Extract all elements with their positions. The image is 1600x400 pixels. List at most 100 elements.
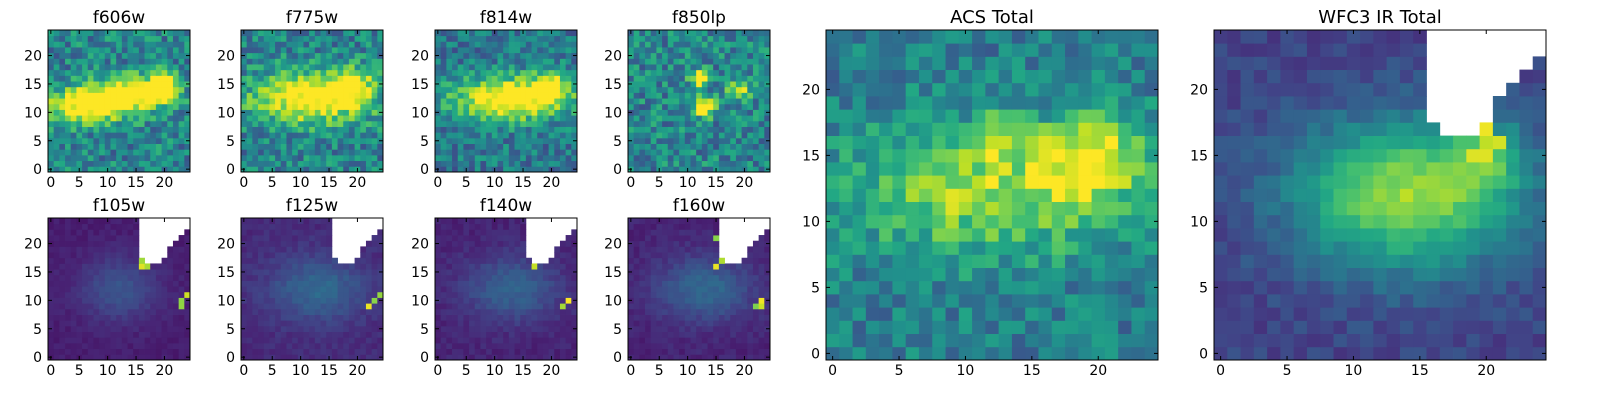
heatmap-cell [76, 120, 83, 127]
heatmap-cell [764, 320, 771, 327]
heatmap-cell [707, 143, 714, 150]
heatmap-cell [360, 126, 367, 133]
heatmap-cell [752, 166, 760, 173]
heatmap-cell [486, 41, 493, 48]
heatmap-cell [707, 320, 714, 327]
heatmap-cell [520, 81, 527, 88]
heatmap-cell [59, 109, 66, 116]
heatmap-cell [554, 132, 561, 139]
heatmap-cell [491, 235, 498, 242]
heatmap-cell [309, 286, 316, 293]
heatmap-cell [486, 274, 493, 281]
heatmap-cell [354, 103, 361, 110]
heatmap-cell [542, 109, 549, 116]
heatmap-cell [303, 240, 310, 247]
heatmap-cell [167, 320, 174, 327]
heatmap-cell [662, 69, 669, 76]
heatmap-cell [59, 103, 66, 110]
heatmap-cell [446, 149, 453, 156]
heatmap-cell [138, 115, 145, 122]
heatmap-cell [469, 246, 476, 253]
heatmap-cell [525, 274, 532, 281]
heatmap-cell [508, 286, 515, 293]
heatmap-cell [656, 325, 663, 332]
heatmap-cell [480, 143, 487, 150]
heatmap-cell [275, 86, 282, 93]
heatmap-cell [469, 297, 476, 304]
heatmap-cell [758, 132, 765, 139]
heatmap-cell [104, 126, 111, 133]
heatmap-cell [565, 269, 572, 276]
heatmap-cell [724, 354, 731, 361]
heatmap-cell [752, 337, 760, 344]
heatmap-cell [99, 149, 106, 156]
heatmap-cell [150, 325, 157, 332]
heatmap-cell [480, 257, 487, 264]
heatmap-cell [656, 331, 663, 338]
heatmap-cell [724, 297, 731, 304]
heatmap-cell [314, 337, 321, 344]
heatmap-cell [650, 303, 657, 310]
heatmap-cell [514, 75, 521, 82]
heatmap-cell [354, 115, 361, 122]
heatmap-cell [673, 240, 680, 247]
heatmap-cell [735, 103, 742, 110]
panel-title: f775w [286, 8, 338, 28]
heatmap-cell [690, 342, 697, 350]
heatmap-cell [82, 274, 89, 281]
heatmap-cell [537, 166, 544, 173]
heatmap-cell [286, 86, 293, 93]
heatmap-cell [639, 109, 646, 116]
heatmap-cell [246, 280, 253, 287]
heatmap-cell [633, 280, 640, 287]
heatmap-cell [514, 58, 521, 65]
heatmap-cell [104, 154, 111, 162]
heatmap-cell [138, 314, 145, 321]
heatmap-cell [99, 137, 106, 144]
heatmap-cell [99, 252, 106, 259]
heatmap-cell [286, 320, 293, 327]
heatmap-cell [735, 342, 742, 350]
heatmap-cell [503, 342, 510, 350]
heatmap-cell [537, 92, 544, 99]
heatmap-cell [735, 314, 742, 321]
heatmap-cell [628, 132, 635, 139]
heatmap-cell [326, 120, 333, 127]
heatmap-cell [82, 86, 89, 93]
heatmap-cell [491, 64, 498, 71]
heatmap-cell [701, 308, 708, 315]
heatmap-cell [309, 86, 316, 93]
heatmap-cell [514, 69, 521, 76]
heatmap-cell [633, 143, 640, 150]
heatmap-cell [650, 314, 657, 321]
heatmap-cell [144, 92, 151, 99]
heatmap-cell [82, 280, 89, 287]
heatmap-cell [752, 269, 760, 276]
heatmap-cell [452, 354, 459, 361]
heatmap-cell [707, 274, 714, 281]
heatmap-cell [446, 143, 453, 150]
heatmap-cell [303, 81, 310, 88]
heatmap-cell [121, 229, 128, 236]
heatmap-cell [548, 154, 555, 162]
heatmap-cell [559, 120, 567, 127]
heatmap-cell [707, 35, 714, 42]
heatmap-cell [320, 246, 327, 253]
heatmap-cell [371, 132, 378, 139]
heatmap-cell [269, 98, 276, 105]
heatmap-cell [263, 325, 270, 332]
heatmap-cell [440, 246, 447, 253]
heatmap-cell [354, 149, 361, 156]
heatmap-cell [457, 103, 464, 110]
heatmap-cell [446, 348, 453, 355]
heatmap-cell [76, 252, 83, 259]
heatmap-cell [491, 137, 498, 144]
heatmap-cell [452, 149, 459, 156]
heatmap-cell [718, 337, 725, 344]
heatmap-cell [150, 297, 157, 304]
heatmap-cell [99, 320, 106, 327]
heatmap-cell [514, 115, 521, 122]
heatmap-cell [542, 331, 549, 338]
heatmap-cell [463, 263, 470, 270]
heatmap-cell [508, 246, 515, 253]
